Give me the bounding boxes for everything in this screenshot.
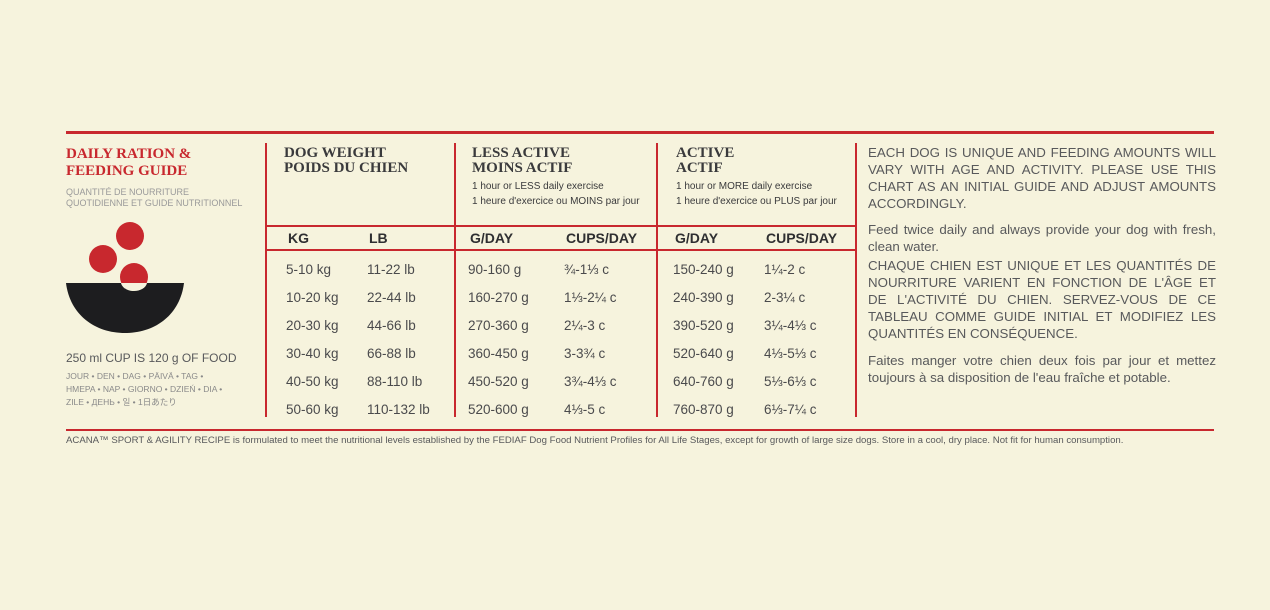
table-cell: 520-600 g — [468, 402, 529, 417]
paragraph: Feed twice daily and always provide your… — [868, 222, 1216, 254]
bottom-rule — [66, 429, 1214, 431]
table-cell: 3¾-4⅓ c — [564, 374, 617, 389]
table-cell: 110-132 lb — [367, 402, 430, 417]
guide-title: DAILY RATION & FEEDING GUIDE — [66, 146, 191, 180]
column-header: KG — [288, 230, 309, 246]
group-title: LESS ACTIVE — [472, 145, 570, 161]
table-cell: 150-240 g — [673, 262, 734, 277]
table-cell: 3¼-4⅓ c — [764, 318, 817, 333]
day-translations: JOUR • DEN • DAG • PÄIVÄ • TAG • HMEPA •… — [66, 370, 222, 409]
table-cell: 5⅓-6⅓ c — [764, 374, 817, 389]
table-cell: 520-640 g — [673, 346, 734, 361]
group-title: ACTIF — [676, 160, 723, 176]
table-cell: 11-22 lb — [367, 262, 415, 277]
top-rule — [66, 131, 1214, 134]
table-cell: 760-870 g — [673, 402, 734, 417]
divider — [855, 143, 857, 417]
divider — [656, 143, 658, 417]
paragraph: EACH DOG IS UNIQUE AND FEEDING AMOUNTS W… — [868, 145, 1216, 211]
group-note: 1 heure d'exercice ou PLUS par jour — [676, 196, 837, 207]
day-line: HMEPA • NAP • GIORNO • DZIEŃ • DIA • — [66, 384, 223, 394]
title-line: DAILY RATION & — [66, 146, 192, 162]
table-cell: 6⅓-7¼ c — [764, 402, 817, 417]
table-cell: 160-270 g — [468, 290, 529, 305]
header-rule — [265, 225, 857, 227]
table-cell: 20-30 kg — [286, 318, 339, 333]
table-cell: 3-3¾ c — [564, 346, 606, 361]
table-cell: 4⅓-5⅓ c — [764, 346, 817, 361]
table-cell: 22-44 lb — [367, 290, 416, 305]
table-cell: 10-20 kg — [286, 290, 339, 305]
table-cell: 5-10 kg — [286, 262, 332, 277]
table-cell: 360-450 g — [468, 346, 529, 361]
table-cell: 4⅓-5 c — [564, 402, 606, 417]
table-cell: 40-50 kg — [286, 374, 339, 389]
footer: ACANA™ SPORT & AGILITY RECIPE is formula… — [66, 435, 1124, 446]
table-cell: 2-3¼ c — [764, 290, 806, 305]
group-title: ACTIVE — [676, 145, 735, 161]
table-cell: 90-160 g — [468, 262, 522, 277]
table-cell: 640-760 g — [673, 374, 734, 389]
paragraph: CHAQUE CHIEN EST UNIQUE ET LES QUANTITÉS… — [868, 258, 1216, 341]
day-line: JOUR • DEN • DAG • PÄIVÄ • TAG • — [66, 371, 204, 381]
table-cell: 1⅓-2¼ c — [564, 290, 617, 305]
table-cell: 270-360 g — [468, 318, 529, 333]
table-cell: 50-60 kg — [286, 402, 339, 417]
table-cell: ¾-1⅓ c — [564, 262, 610, 277]
column-header: LB — [369, 230, 388, 246]
table-cell: 390-520 g — [673, 318, 734, 333]
group-note: 1 heure d'exercice ou MOINS par jour — [472, 196, 640, 207]
group-title: MOINS ACTIF — [472, 160, 573, 176]
header-rule — [265, 249, 857, 251]
cup-note: 250 ml CUP IS 120 g OF FOOD — [66, 351, 237, 365]
column-header: CUPS/DAY — [566, 230, 638, 246]
table-cell: 450-520 g — [468, 374, 529, 389]
subtitle-line: QUANTITÉ DE NOURRITURE — [66, 187, 190, 197]
paragraph: Faites manger votre chien deux fois par … — [868, 353, 1216, 385]
group-note: 1 hour or MORE daily exercise — [676, 181, 813, 192]
column-header: CUPS/DAY — [766, 230, 838, 246]
bowl-icon — [66, 222, 184, 333]
table-cell: 88-110 lb — [367, 374, 423, 389]
table-cell: 1¼-2 c — [764, 262, 806, 277]
group-title: POIDS DU CHIEN — [284, 160, 409, 176]
column-header: G/DAY — [470, 230, 514, 246]
table-cell: 44-66 lb — [367, 318, 416, 333]
group-note: 1 hour or LESS daily exercise — [472, 181, 604, 192]
column-header: G/DAY — [675, 230, 719, 246]
day-line: ZILE • ДЕНЬ • 일 • 1日あたり — [66, 397, 177, 407]
table-cell: 240-390 g — [673, 290, 734, 305]
divider — [265, 143, 267, 417]
table-cell: 30-40 kg — [286, 346, 339, 361]
subtitle-line: QUOTIDIENNE ET GUIDE NUTRITIONNEL — [66, 198, 243, 208]
divider — [454, 143, 456, 417]
group-title: DOG WEIGHT — [284, 145, 386, 161]
table-cell: 2¼-3 c — [564, 318, 606, 333]
table-cell: 66-88 lb — [367, 346, 416, 361]
guide-subtitle: QUANTITÉ DE NOURRITURE QUOTIDIENNE ET GU… — [66, 187, 242, 209]
title-line: FEEDING GUIDE — [66, 163, 188, 179]
